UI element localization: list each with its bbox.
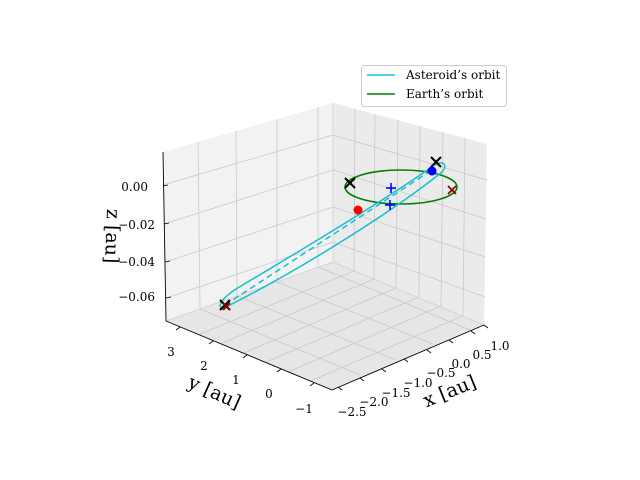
y-tick-label: 3 xyxy=(167,345,175,359)
pane-edges xyxy=(165,103,485,326)
pane-back-right xyxy=(333,103,487,325)
x-tick-label: −2.0 xyxy=(359,395,388,409)
y-tick-label: 2 xyxy=(200,359,208,373)
x-tick-label: −0.5 xyxy=(426,366,455,380)
y-axis-line xyxy=(165,320,333,391)
legend-label-earth: Earth’s orbit xyxy=(406,87,483,101)
marker-red-dot xyxy=(353,205,363,215)
tick-marks xyxy=(162,184,489,391)
grid-lines xyxy=(162,107,488,382)
marker-blue-plus xyxy=(385,200,395,210)
x-tick-label: −1.5 xyxy=(381,386,410,400)
z-axis-label: z [au] xyxy=(100,209,124,264)
pane-back-left xyxy=(163,103,333,321)
x-axis-line xyxy=(331,324,485,391)
x-tick-label: −2.5 xyxy=(337,405,366,419)
y-tick-label: −1 xyxy=(295,402,313,416)
marker-black-x xyxy=(430,156,442,168)
z-tick-label: −0.04 xyxy=(118,255,155,269)
pane-floor xyxy=(166,262,484,390)
x-tick-label: 0.0 xyxy=(451,357,470,371)
y-tick-label: 0 xyxy=(265,387,273,401)
legend-frame xyxy=(361,65,507,107)
marker-blue-dot xyxy=(427,166,437,176)
marker-darkred-x xyxy=(222,302,231,311)
z-tick-label: −0.06 xyxy=(118,290,155,304)
x-tick-label: −1.0 xyxy=(403,376,432,390)
x-tick-label: 1.0 xyxy=(490,339,509,353)
z-tick-label: −0.02 xyxy=(118,218,155,232)
y-tick-label: 1 xyxy=(232,373,240,387)
legend-label-asteroid: Asteroid’s orbit xyxy=(405,68,500,82)
series-asteroid-axis xyxy=(224,167,436,306)
z-axis-line xyxy=(162,151,167,322)
legend: Asteroid’s orbit Earth’s orbit xyxy=(361,65,507,107)
x-tick-label: 0.5 xyxy=(472,348,491,362)
marker-blue-plus xyxy=(386,183,396,193)
marker-black-x xyxy=(344,177,356,189)
z-tick-label: 0.00 xyxy=(121,180,148,194)
marker-darkred-x xyxy=(447,185,457,195)
